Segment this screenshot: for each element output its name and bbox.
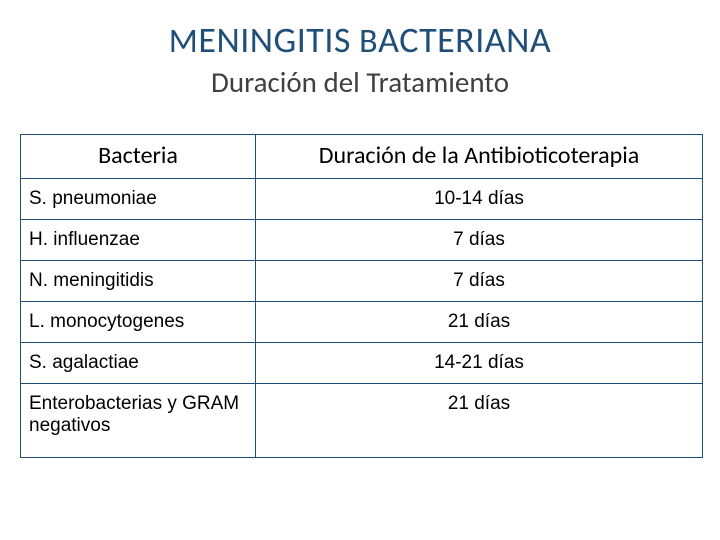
cell-duration: 14-21 días xyxy=(256,343,703,384)
title-block: MENINGITIS BACTERIANA Duración del Trata… xyxy=(20,18,700,100)
table-body: S. pneumoniae 10-14 días H. influenzae 7… xyxy=(21,179,703,458)
treatment-table: Bacteria Duración de la Antibioticoterap… xyxy=(20,134,703,458)
slide: MENINGITIS BACTERIANA Duración del Trata… xyxy=(0,0,720,540)
cell-bacteria: Enterobacterias y GRAM negativos xyxy=(21,384,256,458)
cell-bacteria: H. influenzae xyxy=(21,220,256,261)
main-title: MENINGITIS BACTERIANA xyxy=(20,18,700,62)
cell-bacteria: S. pneumoniae xyxy=(21,179,256,220)
table-header-row: Bacteria Duración de la Antibioticoterap… xyxy=(21,135,703,179)
subtitle: Duración del Tratamiento xyxy=(20,64,700,100)
cell-duration: 7 días xyxy=(256,220,703,261)
col-header-bacteria: Bacteria xyxy=(21,135,256,179)
table-row: H. influenzae 7 días xyxy=(21,220,703,261)
table-row: S. agalactiae 14-21 días xyxy=(21,343,703,384)
cell-duration: 21 días xyxy=(256,302,703,343)
cell-bacteria: S. agalactiae xyxy=(21,343,256,384)
table-row: Enterobacterias y GRAM negativos 21 días xyxy=(21,384,703,458)
cell-bacteria: N. meningitidis xyxy=(21,261,256,302)
col-header-duration: Duración de la Antibioticoterapia xyxy=(256,135,703,179)
table-row: L. monocytogenes 21 días xyxy=(21,302,703,343)
cell-duration: 7 días xyxy=(256,261,703,302)
cell-duration: 10-14 días xyxy=(256,179,703,220)
table-row: S. pneumoniae 10-14 días xyxy=(21,179,703,220)
table-row: N. meningitidis 7 días xyxy=(21,261,703,302)
cell-duration: 21 días xyxy=(256,384,703,458)
cell-bacteria: L. monocytogenes xyxy=(21,302,256,343)
